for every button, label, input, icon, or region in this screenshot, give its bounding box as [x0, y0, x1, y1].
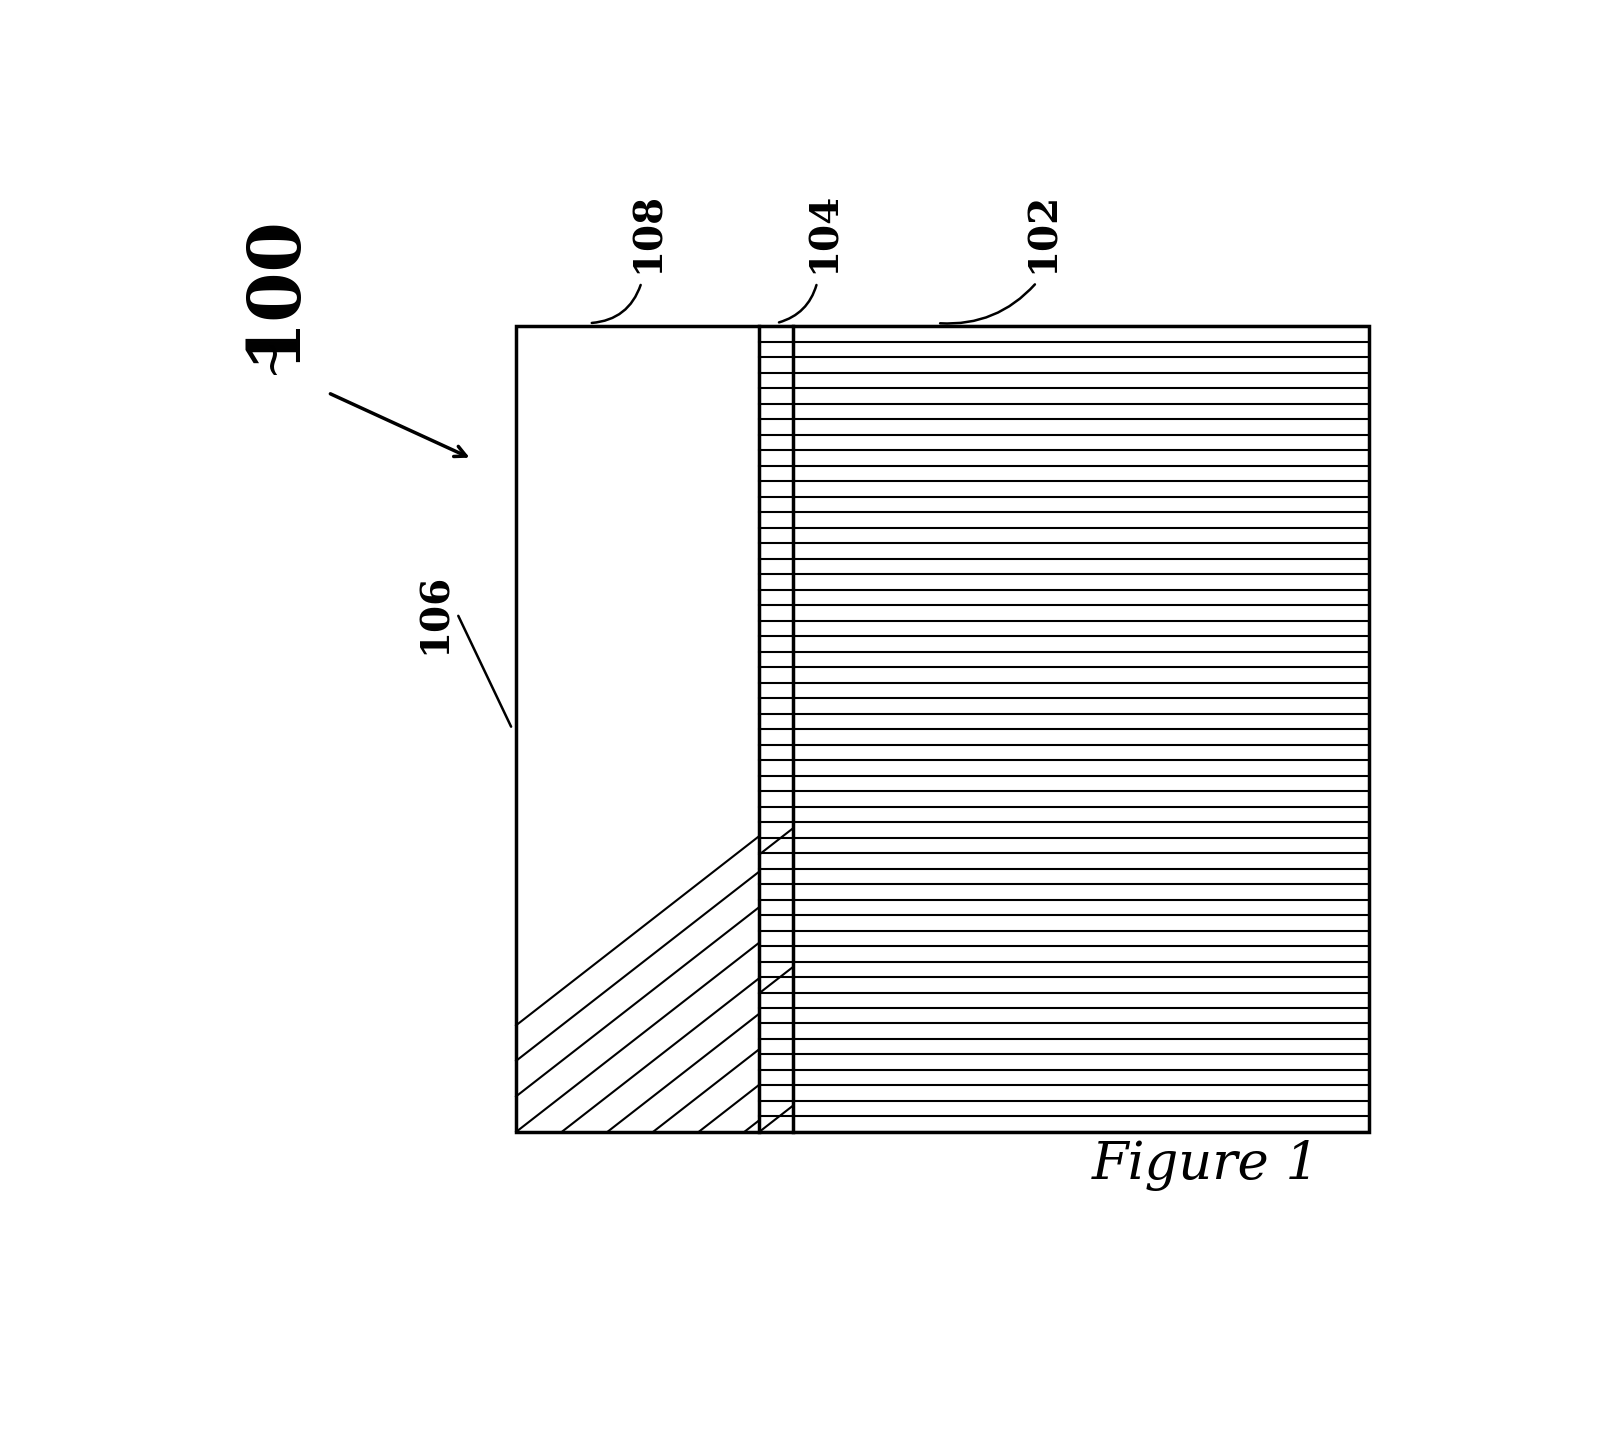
Text: 108: 108	[628, 192, 667, 274]
Text: Figure 1: Figure 1	[1093, 1139, 1319, 1191]
Bar	[516, 327, 759, 1132]
Bar	[759, 327, 793, 1132]
Text: 100: 100	[236, 212, 308, 363]
Bar	[793, 327, 1370, 1132]
Bar	[516, 327, 1370, 1132]
Text: 104: 104	[805, 192, 842, 274]
Text: 106: 106	[416, 573, 453, 653]
Text: 102: 102	[1025, 192, 1062, 274]
Text: ~: ~	[249, 334, 295, 374]
